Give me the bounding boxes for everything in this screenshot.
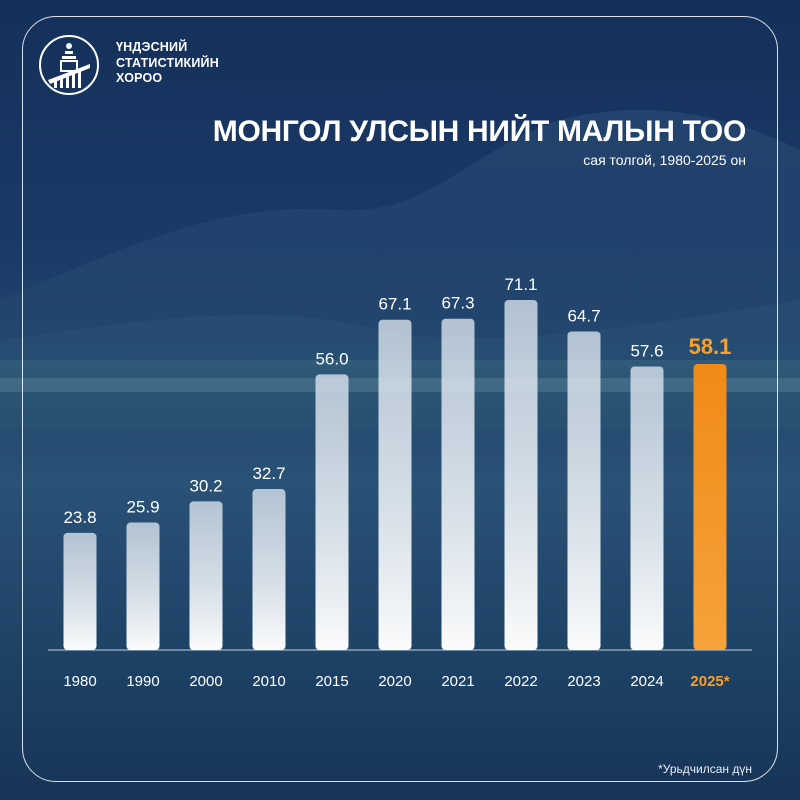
footnote: *Урьдчилсан дүн: [658, 762, 752, 776]
value-label: 67.3: [441, 294, 474, 313]
org-name-line: ХОРОО: [116, 71, 163, 85]
value-label: 67.1: [378, 295, 411, 314]
x-tick-label: 2022: [504, 673, 537, 690]
x-tick-label: 2010: [252, 673, 285, 690]
x-tick-label: 2020: [378, 673, 411, 690]
x-tick-label: 2021: [441, 673, 474, 690]
x-tick-label: 2023: [567, 673, 600, 690]
x-tick-label: 1980: [63, 673, 96, 690]
bar-2015: [315, 374, 349, 650]
bar-2023: [567, 331, 601, 650]
bar-2021: [441, 318, 475, 650]
statistics-office-logo-icon: [39, 35, 99, 95]
bar-1990: [126, 522, 160, 650]
bar-2024: [630, 366, 664, 650]
chart-subtitle: сая толгой, 1980-2025 он: [583, 152, 746, 168]
org-name-line: СТАТИСТИКИЙН: [116, 55, 219, 70]
value-label: 32.7: [252, 464, 285, 483]
value-label: 25.9: [126, 498, 159, 517]
value-label: 56.0: [315, 349, 348, 368]
value-label: 30.2: [189, 476, 222, 495]
bar-highlight-2025*: [693, 363, 727, 650]
value-label: 57.6: [630, 341, 663, 360]
x-tick-label: 2015: [315, 673, 348, 690]
bar-2000: [189, 501, 223, 650]
org-name-line: ҮНДЭСНИЙ: [116, 40, 188, 54]
value-label: 58.1: [689, 334, 732, 359]
bar-2020: [378, 319, 412, 650]
value-label: 71.1: [504, 275, 537, 294]
value-label: 23.8: [63, 508, 96, 527]
organization-name: ҮНДЭСНИЙ СТАТИСТИКИЙН ХОРОО: [116, 40, 219, 87]
chart-title: МОНГОЛ УЛСЫН НИЙТ МАЛЫН ТОО: [212, 115, 747, 148]
x-tick-label: 1990: [126, 673, 159, 690]
card-frame: [22, 16, 778, 782]
bar-2010: [252, 489, 286, 650]
x-tick-label: 2000: [189, 673, 222, 690]
bar-1980: [63, 532, 97, 650]
bar-2022: [504, 300, 538, 650]
x-tick-label: 2024: [630, 673, 663, 690]
x-tick-label: 2025*: [690, 673, 729, 690]
value-label: 64.7: [567, 307, 600, 326]
